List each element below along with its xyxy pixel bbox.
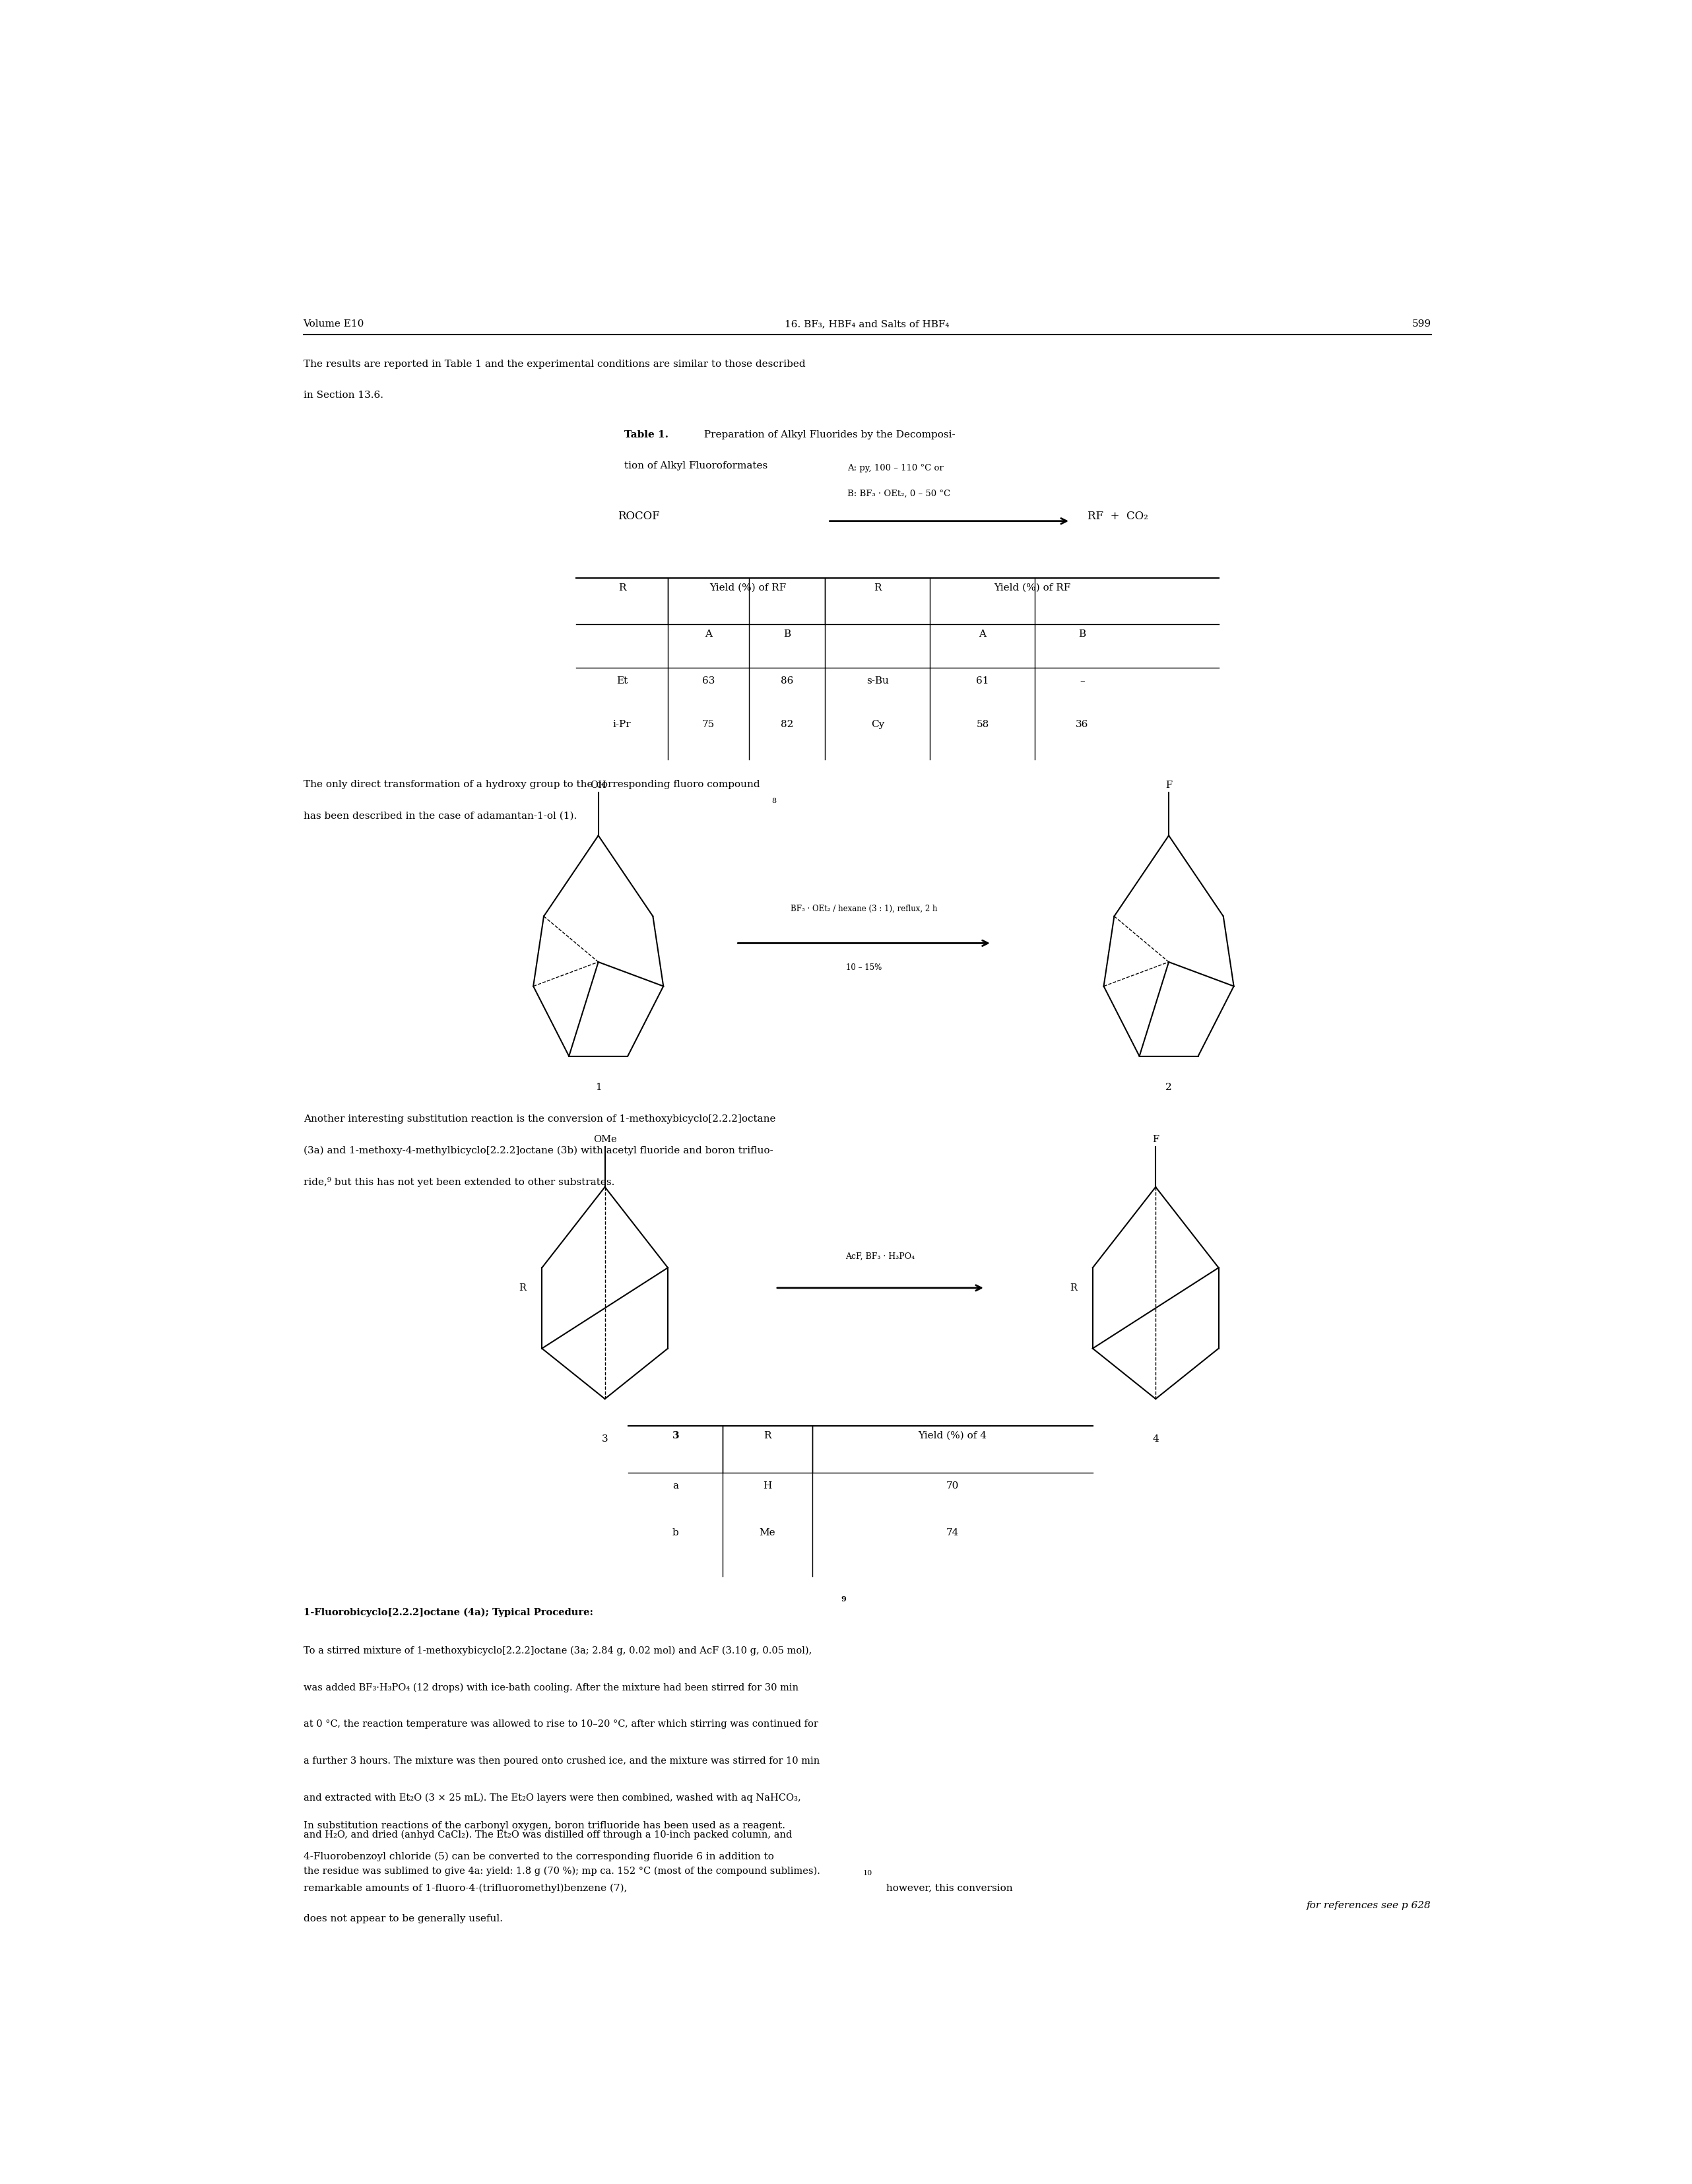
Text: R: R xyxy=(1069,1284,1076,1293)
Text: 63: 63 xyxy=(702,677,716,686)
Text: ride,⁹ but this has not yet been extended to other substrates.: ride,⁹ but this has not yet been extende… xyxy=(303,1177,614,1186)
Text: 16. BF₃, HBF₄ and Salts of HBF₄: 16. BF₃, HBF₄ and Salts of HBF₄ xyxy=(785,319,949,328)
Text: 10 – 15%: 10 – 15% xyxy=(846,963,882,972)
Text: B: B xyxy=(783,629,790,638)
Text: 61: 61 xyxy=(976,677,990,686)
Text: has been described in the case of adamantan-1-ol (1).: has been described in the case of adaman… xyxy=(303,810,577,821)
Text: 10: 10 xyxy=(863,1870,873,1876)
Text: 86: 86 xyxy=(780,677,794,686)
Text: 1-Fluorobicyclo[2.2.2]octane (4a); Typical Procedure:: 1-Fluorobicyclo[2.2.2]octane (4a); Typic… xyxy=(303,1607,592,1616)
Text: The only direct transformation of a hydroxy group to the corresponding fluoro co: The only direct transformation of a hydr… xyxy=(303,780,760,788)
Text: 3: 3 xyxy=(672,1431,678,1439)
Text: Another interesting substitution reaction is the conversion of 1-methoxybicyclo[: Another interesting substitution reactio… xyxy=(303,1114,775,1125)
Text: 4-Fluorobenzoyl chloride (5) can be converted to the corresponding fluoride 6 in: 4-Fluorobenzoyl chloride (5) can be conv… xyxy=(303,1852,773,1861)
Text: The results are reported in Table 1 and the experimental conditions are similar : The results are reported in Table 1 and … xyxy=(303,360,805,369)
Text: R: R xyxy=(618,583,626,592)
Text: Preparation of Alkyl Fluorides by the Decomposi-: Preparation of Alkyl Fluorides by the De… xyxy=(700,430,954,439)
Text: at 0 °C, the reaction temperature was allowed to rise to 10–20 °C, after which s: at 0 °C, the reaction temperature was al… xyxy=(303,1719,817,1730)
Text: does not appear to be generally useful.: does not appear to be generally useful. xyxy=(303,1915,503,1924)
Text: a: a xyxy=(673,1481,678,1489)
Text: H: H xyxy=(763,1481,772,1489)
Text: was added BF₃·H₃PO₄ (12 drops) with ice-bath cooling. After the mixture had been: was added BF₃·H₃PO₄ (12 drops) with ice-… xyxy=(303,1684,799,1693)
Text: To a stirred mixture of 1-methoxybicyclo[2.2.2]octane (3a; 2.84 g, 0.02 mol) and: To a stirred mixture of 1-methoxybicyclo… xyxy=(303,1647,812,1655)
Text: OMe: OMe xyxy=(594,1136,616,1144)
Text: RF  +  CO₂: RF + CO₂ xyxy=(1088,511,1147,522)
Text: 9: 9 xyxy=(841,1597,846,1603)
Text: in Section 13.6.: in Section 13.6. xyxy=(303,391,382,400)
Text: F: F xyxy=(1152,1136,1159,1144)
Text: s-Bu: s-Bu xyxy=(866,677,888,686)
Text: b: b xyxy=(672,1529,678,1538)
Text: tion of Alkyl Fluoroformates: tion of Alkyl Fluoroformates xyxy=(624,461,768,470)
Text: 74: 74 xyxy=(946,1529,959,1538)
Text: the residue was sublimed to give 4a: yield: 1.8 g (70 %); mp ca. 152 °C (most of: the residue was sublimed to give 4a: yie… xyxy=(303,1867,821,1876)
Text: A: A xyxy=(980,629,986,638)
Text: B: B xyxy=(1078,629,1086,638)
Text: BF₃ · OEt₂ / hexane (3 : 1), reflux, 2 h: BF₃ · OEt₂ / hexane (3 : 1), reflux, 2 h xyxy=(790,904,937,913)
Text: 1: 1 xyxy=(596,1083,602,1092)
Text: 3: 3 xyxy=(602,1435,607,1444)
Text: Et: Et xyxy=(616,677,628,686)
Text: Table 1.: Table 1. xyxy=(624,430,668,439)
Text: Volume E10: Volume E10 xyxy=(303,319,364,328)
Text: R: R xyxy=(519,1284,526,1293)
Text: 75: 75 xyxy=(702,721,714,729)
Text: 4: 4 xyxy=(1152,1435,1159,1444)
Text: remarkable amounts of 1-fluoro-4-(trifluoromethyl)benzene (7),: remarkable amounts of 1-fluoro-4-(triflu… xyxy=(303,1883,628,1894)
Text: 58: 58 xyxy=(976,721,988,729)
Text: 82: 82 xyxy=(780,721,794,729)
Text: Yield (%) of RF: Yield (%) of RF xyxy=(993,583,1071,592)
Text: A: py, 100 – 110 °C or: A: py, 100 – 110 °C or xyxy=(848,463,944,472)
Text: ROCOF: ROCOF xyxy=(618,511,660,522)
Text: 8: 8 xyxy=(772,797,777,804)
Text: however, this conversion: however, this conversion xyxy=(883,1883,1012,1894)
Text: AcF, BF₃ · H₃PO₄: AcF, BF₃ · H₃PO₄ xyxy=(846,1251,915,1260)
Text: 599: 599 xyxy=(1411,319,1431,328)
Text: Yield (%) of 4: Yield (%) of 4 xyxy=(919,1431,986,1439)
Text: i-Pr: i-Pr xyxy=(613,721,631,729)
Text: 2: 2 xyxy=(1166,1083,1173,1092)
Text: –: – xyxy=(1079,677,1085,686)
Text: F: F xyxy=(1166,780,1173,791)
Text: 70: 70 xyxy=(946,1481,959,1489)
Text: R: R xyxy=(763,1431,772,1439)
Text: In substitution reactions of the carbonyl oxygen, boron trifluoride has been use: In substitution reactions of the carbony… xyxy=(303,1821,785,1830)
Text: a further 3 hours. The mixture was then poured onto crushed ice, and the mixture: a further 3 hours. The mixture was then … xyxy=(303,1756,819,1765)
Text: Me: Me xyxy=(760,1529,775,1538)
Text: and extracted with Et₂O (3 × 25 mL). The Et₂O layers were then combined, washed : and extracted with Et₂O (3 × 25 mL). The… xyxy=(303,1793,800,1802)
Text: Cy: Cy xyxy=(871,721,885,729)
Text: Yield (%) of RF: Yield (%) of RF xyxy=(709,583,787,592)
Text: (3a) and 1-methoxy-4-methylbicyclo[2.2.2]octane (3b) with acetyl fluoride and bo: (3a) and 1-methoxy-4-methylbicyclo[2.2.2… xyxy=(303,1147,773,1155)
Text: OH: OH xyxy=(591,780,606,791)
Text: R: R xyxy=(873,583,882,592)
Text: for references see p 628: for references see p 628 xyxy=(1306,1900,1431,1911)
Text: B: BF₃ · OEt₂, 0 – 50 °C: B: BF₃ · OEt₂, 0 – 50 °C xyxy=(848,489,951,498)
Text: A: A xyxy=(706,629,712,638)
Text: and H₂O, and dried (anhyd CaCl₂). The Et₂O was distilled off through a 10-inch p: and H₂O, and dried (anhyd CaCl₂). The Et… xyxy=(303,1830,792,1839)
Text: 36: 36 xyxy=(1076,721,1088,729)
